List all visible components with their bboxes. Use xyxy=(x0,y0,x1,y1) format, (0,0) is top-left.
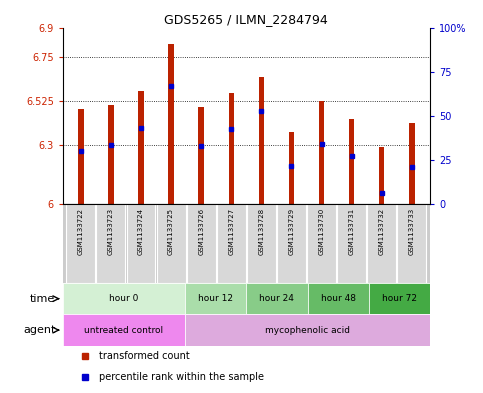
Text: mycophenolic acid: mycophenolic acid xyxy=(265,326,350,334)
Bar xyxy=(97,204,126,283)
Text: hour 24: hour 24 xyxy=(259,294,294,303)
Bar xyxy=(217,204,246,283)
Bar xyxy=(66,204,95,283)
Text: GSM1133724: GSM1133724 xyxy=(138,208,144,255)
Text: GSM1133725: GSM1133725 xyxy=(168,208,174,255)
Text: GSM1133729: GSM1133729 xyxy=(288,208,295,255)
Text: GSM1133730: GSM1133730 xyxy=(319,208,325,255)
Bar xyxy=(108,105,114,204)
Bar xyxy=(127,204,156,283)
Text: hour 48: hour 48 xyxy=(321,294,355,303)
Bar xyxy=(63,314,185,346)
Text: hour 0: hour 0 xyxy=(109,294,139,303)
Text: hour 12: hour 12 xyxy=(198,294,233,303)
Text: GSM1133723: GSM1133723 xyxy=(108,208,114,255)
Bar xyxy=(259,77,264,204)
Bar xyxy=(138,91,144,204)
Bar xyxy=(228,93,234,204)
Bar xyxy=(289,132,294,204)
Bar xyxy=(156,204,185,283)
Bar xyxy=(78,109,84,204)
Bar xyxy=(277,204,306,283)
Text: transformed count: transformed count xyxy=(99,351,190,361)
Bar xyxy=(187,204,215,283)
Title: GDS5265 / ILMN_2284794: GDS5265 / ILMN_2284794 xyxy=(164,13,328,26)
Bar xyxy=(409,123,414,204)
Text: percentile rank within the sample: percentile rank within the sample xyxy=(99,372,265,382)
Bar xyxy=(247,204,276,283)
Text: hour 72: hour 72 xyxy=(382,294,417,303)
Bar xyxy=(307,204,336,283)
Bar xyxy=(199,107,204,204)
Bar xyxy=(379,147,384,204)
Text: GSM1133732: GSM1133732 xyxy=(379,208,385,255)
Text: GSM1133722: GSM1133722 xyxy=(78,208,84,255)
Bar xyxy=(185,314,430,346)
Bar xyxy=(369,283,430,314)
Bar xyxy=(246,283,308,314)
Text: GSM1133731: GSM1133731 xyxy=(349,208,355,255)
Bar xyxy=(367,204,396,283)
Text: time: time xyxy=(30,294,56,304)
Bar xyxy=(308,283,369,314)
Text: GSM1133726: GSM1133726 xyxy=(198,208,204,255)
Bar xyxy=(169,44,174,204)
Bar xyxy=(185,283,246,314)
Text: untreated control: untreated control xyxy=(85,326,164,334)
Text: GSM1133728: GSM1133728 xyxy=(258,208,264,255)
Text: GSM1133733: GSM1133733 xyxy=(409,208,415,255)
Bar xyxy=(398,204,426,283)
Bar xyxy=(63,283,185,314)
Text: agent: agent xyxy=(23,325,56,335)
Bar xyxy=(337,204,366,283)
Bar xyxy=(349,119,355,204)
Text: GSM1133727: GSM1133727 xyxy=(228,208,234,255)
Bar xyxy=(319,101,324,204)
